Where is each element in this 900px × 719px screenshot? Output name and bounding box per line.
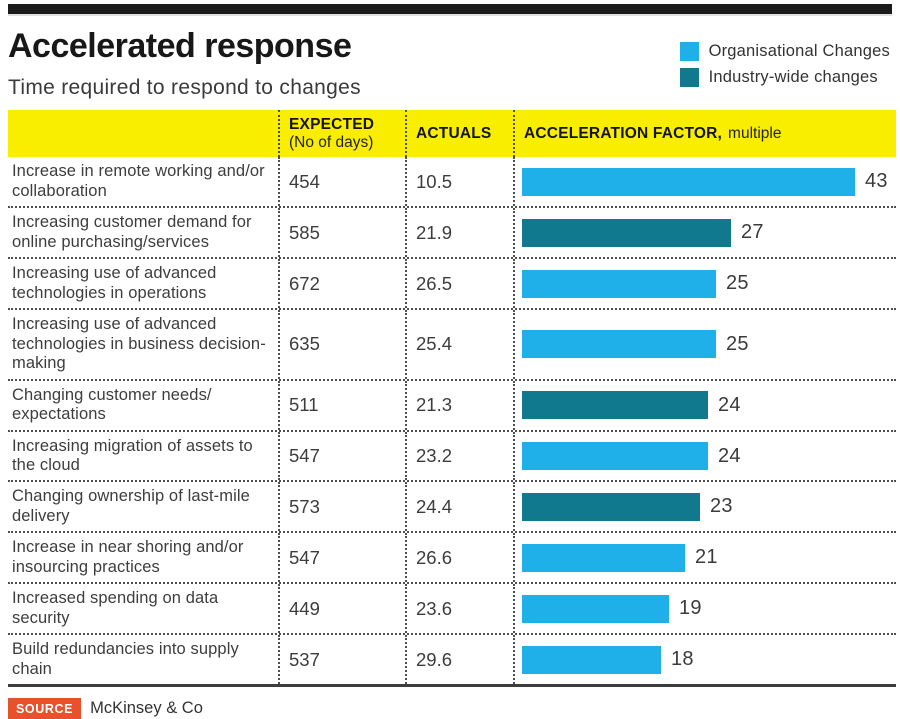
change-label: Increasing migration of assets to the cl…: [12, 436, 253, 475]
actuals-value: 21.3: [405, 380, 513, 430]
acceleration-value: 24: [718, 393, 741, 416]
expected-value: 547: [278, 533, 405, 583]
header-cell-actuals: ACTUALS: [405, 110, 513, 158]
acceleration-bar: [522, 269, 716, 298]
acceleration-bar: [522, 391, 708, 420]
actuals-value: 26.6: [405, 533, 513, 583]
acceleration-bar: [522, 330, 716, 359]
data-table: EXPECTED (No of days) ACTUALS ACCELERATI…: [8, 110, 896, 688]
change-label: Build redundancies into supply chain: [12, 640, 239, 678]
source-badge: SOURCE: [8, 698, 82, 719]
acceleration-value: 25: [726, 332, 749, 355]
actuals-value: 23.2: [405, 431, 513, 481]
bar-cell: 24: [513, 431, 896, 481]
acceleration-value: 43: [865, 170, 888, 193]
acceleration-value: 21: [695, 546, 718, 569]
expected-value: 585: [278, 208, 405, 258]
bar-cell: 27: [513, 208, 896, 258]
change-label: Increase in remote working and/or collab…: [12, 162, 265, 200]
actuals-value: 21.9: [405, 208, 513, 258]
acceleration-bar: [522, 645, 661, 674]
infographic-canvas: Accelerated response Time required to re…: [8, 4, 896, 719]
bar-cell: 24: [513, 380, 896, 430]
header-cell-acceleration: ACCELERATION FACTOR, multiple: [513, 110, 896, 158]
table-body: Increase in remote working and/or collab…: [8, 157, 896, 688]
acceleration-header-sublabel: multiple: [728, 125, 782, 143]
actuals-header-label: ACTUALS: [416, 125, 492, 143]
table-row: Increasing migration of assets to the cl…: [8, 431, 896, 483]
change-label: Increasing use of advanced technologies …: [12, 264, 217, 302]
bar-cell: 18: [513, 635, 896, 685]
acceleration-bar: [522, 167, 855, 196]
acceleration-value: 23: [710, 495, 733, 518]
change-label: Changing customer needs/ expectations: [12, 385, 212, 424]
acceleration-value: 19: [679, 597, 702, 620]
acceleration-bar: [522, 543, 685, 572]
bar-cell: 25: [513, 259, 896, 309]
expected-value: 511: [278, 380, 405, 430]
acceleration-bar: [522, 594, 669, 623]
expected-value: 449: [278, 584, 405, 634]
actuals-value: 24.4: [405, 482, 513, 532]
expected-header-label: EXPECTED: [289, 116, 375, 134]
table-row: Changing ownership of last-mile delivery…: [8, 482, 896, 534]
bar-cell: 23: [513, 482, 896, 532]
acceleration-header-label: ACCELERATION FACTOR,: [524, 125, 723, 143]
acceleration-value: 27: [741, 221, 764, 244]
expected-value: 547: [278, 431, 405, 481]
expected-value: 573: [278, 482, 405, 532]
table-row: Build redundancies into supply chain 537…: [8, 635, 896, 688]
change-label: Increasing customer demand for online pu…: [12, 213, 252, 251]
acceleration-value: 18: [671, 648, 694, 671]
actuals-value: 23.6: [405, 584, 513, 634]
expected-header-sublabel: (No of days): [289, 134, 374, 152]
acceleration-bar: [522, 218, 731, 247]
header-cell-empty: [8, 110, 278, 157]
expected-value: 454: [278, 157, 405, 207]
legend-item-organisational: Organisational Changes: [679, 42, 890, 61]
actuals-value: 25.4: [405, 310, 513, 379]
acceleration-value: 25: [726, 272, 749, 295]
expected-value: 672: [278, 259, 405, 309]
page-title: Accelerated response: [8, 27, 352, 65]
industry-swatch-icon: [679, 68, 699, 87]
legend-label: Industry-wide changes: [708, 68, 878, 86]
page-subtitle: Time required to respond to changes: [8, 76, 361, 100]
bar-cell: 21: [513, 533, 896, 583]
expected-value: 635: [278, 310, 405, 379]
legend-label: Organisational Changes: [708, 42, 890, 60]
header-zone: Accelerated response Time required to re…: [8, 27, 894, 100]
organisational-swatch-icon: [679, 42, 699, 61]
table-row: Increased spending on data security 449 …: [8, 584, 896, 636]
change-label: Increased spending on data security: [12, 589, 219, 627]
actuals-value: 29.6: [405, 635, 513, 685]
top-rule: [8, 4, 892, 14]
table-row: Changing customer needs/ expectations 51…: [8, 380, 896, 432]
table-row: Increase in remote working and/or collab…: [8, 157, 896, 209]
change-label: Changing ownership of last-mile delivery: [12, 487, 250, 525]
table-row: Increasing use of advanced technologies …: [8, 259, 896, 311]
actuals-value: 10.5: [405, 157, 513, 207]
expected-value: 537: [278, 635, 405, 685]
legend-item-industry: Industry-wide changes: [679, 68, 890, 87]
acceleration-bar: [522, 492, 700, 521]
bar-cell: 19: [513, 584, 896, 634]
source-name: McKinsey & Co: [90, 699, 203, 718]
bar-cell: 43: [513, 157, 896, 207]
source-row: SOURCE McKinsey & Co: [8, 698, 894, 719]
table-header-row: EXPECTED (No of days) ACTUALS ACCELERATI…: [8, 110, 896, 158]
acceleration-value: 24: [718, 444, 741, 467]
table-row: Increase in near shoring and/or insourci…: [8, 533, 896, 585]
bar-cell: 25: [513, 310, 896, 379]
acceleration-bar: [522, 442, 708, 471]
actuals-value: 26.5: [405, 259, 513, 309]
table-row: Increasing use of advanced technologies …: [8, 310, 896, 381]
header-cell-expected: EXPECTED (No of days): [278, 110, 405, 158]
change-label: Increasing use of advanced technologies …: [12, 315, 266, 373]
table-row: Increasing customer demand for online pu…: [8, 208, 896, 260]
legend: Organisational Changes Industry-wide cha…: [679, 42, 890, 94]
change-label: Increase in near shoring and/or insourci…: [12, 538, 244, 576]
